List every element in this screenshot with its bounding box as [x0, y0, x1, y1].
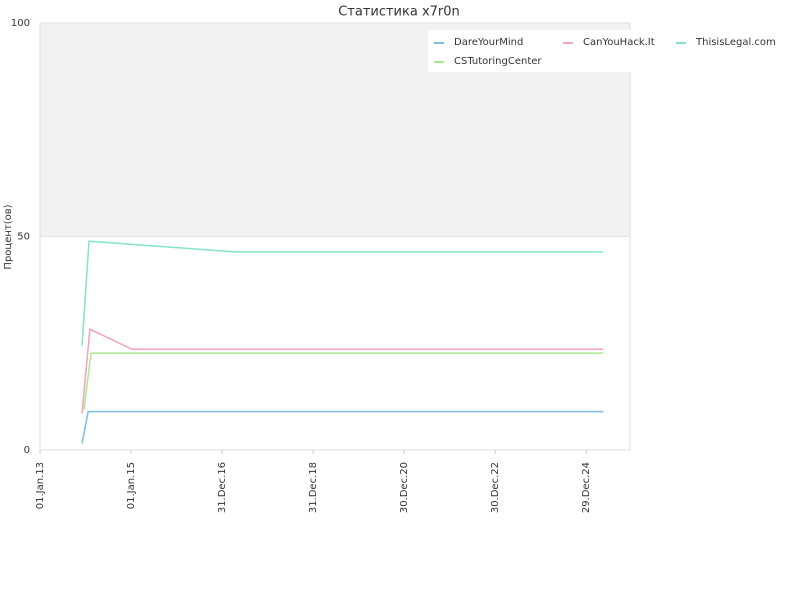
legend-box — [428, 30, 790, 72]
x-tick-label: 31.Dec.18 — [308, 462, 319, 513]
legend-label: DareYourMind — [454, 37, 523, 48]
x-tick-label: 30.Dec.22 — [490, 462, 501, 513]
x-tick-label: 31.Dec.16 — [217, 462, 228, 513]
x-tick-label: 01.Jan.13 — [35, 462, 46, 509]
chart-title: Статистика x7r0n — [338, 5, 460, 20]
legend-label: ThisisLegal.com — [695, 37, 776, 48]
x-tick-label: 01.Jan.15 — [126, 462, 137, 509]
y-tick-label: 0 — [24, 445, 30, 456]
legend-label: CSTutoringCenter — [454, 56, 542, 67]
legend-label: CanYouHack.It — [583, 37, 655, 48]
series-line — [81, 328, 604, 414]
series-line — [81, 410, 604, 444]
series-line — [83, 352, 604, 410]
x-tick-label: 29.Dec.24 — [581, 462, 592, 513]
y-tick-label: 100 — [11, 18, 30, 29]
y-tick-label: 50 — [17, 232, 30, 243]
y-axis-label: Процент(ов) — [3, 204, 14, 269]
series-line — [81, 240, 604, 346]
x-tick-label: 30.Dec.20 — [399, 462, 410, 513]
